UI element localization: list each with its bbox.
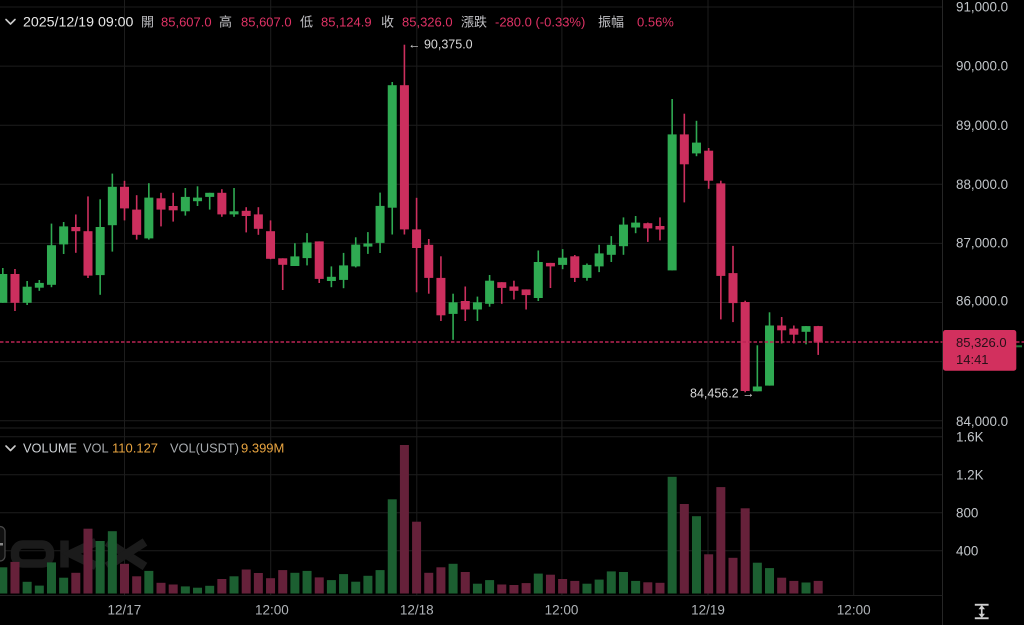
svg-text:84,000.0: 84,000.0 bbox=[956, 414, 1008, 429]
svg-text:低: 低 bbox=[300, 15, 313, 30]
svg-text:12:00: 12:00 bbox=[255, 603, 289, 618]
svg-text:85,124.9: 85,124.9 bbox=[321, 15, 372, 30]
svg-text:振幅: 振幅 bbox=[598, 15, 624, 30]
svg-text:85,607.0: 85,607.0 bbox=[161, 15, 212, 30]
svg-text:漲跌: 漲跌 bbox=[461, 15, 487, 30]
svg-text:88,000.0: 88,000.0 bbox=[956, 177, 1008, 192]
svg-text:1.6K: 1.6K bbox=[956, 430, 984, 445]
svg-text:110.127: 110.127 bbox=[112, 441, 158, 456]
svg-text:800: 800 bbox=[956, 506, 978, 521]
svg-text:VOL: VOL bbox=[83, 441, 109, 456]
svg-text:開: 開 bbox=[141, 15, 154, 30]
svg-text:12/19: 12/19 bbox=[691, 603, 725, 618]
svg-text:87,000.0: 87,000.0 bbox=[956, 236, 1008, 251]
svg-text:收: 收 bbox=[381, 15, 394, 30]
svg-text:14:41: 14:41 bbox=[956, 352, 989, 367]
svg-text:0.56%: 0.56% bbox=[637, 15, 674, 30]
svg-text:← 90,375.0: ← 90,375.0 bbox=[408, 38, 473, 52]
svg-text:91,000.0: 91,000.0 bbox=[956, 0, 1008, 15]
svg-text:85,607.0: 85,607.0 bbox=[241, 15, 292, 30]
svg-text:VOL(USDT): VOL(USDT) bbox=[170, 441, 239, 456]
svg-text:12/18: 12/18 bbox=[400, 603, 434, 618]
svg-text:84,456.2 →: 84,456.2 → bbox=[690, 387, 755, 401]
svg-text:12/17: 12/17 bbox=[108, 603, 142, 618]
svg-text:-280.0 (-0.33%): -280.0 (-0.33%) bbox=[495, 15, 585, 30]
svg-text:1.2K: 1.2K bbox=[956, 468, 984, 483]
svg-text:85,326.0: 85,326.0 bbox=[402, 15, 453, 30]
svg-text:89,000.0: 89,000.0 bbox=[956, 118, 1008, 133]
svg-text:12:00: 12:00 bbox=[545, 603, 579, 618]
svg-text:9.399M: 9.399M bbox=[241, 441, 284, 456]
svg-text:12:00: 12:00 bbox=[837, 603, 871, 618]
svg-text:86,000.0: 86,000.0 bbox=[956, 294, 1008, 309]
svg-text:高: 高 bbox=[219, 15, 232, 30]
svg-text:2025/12/19 09:00: 2025/12/19 09:00 bbox=[23, 15, 134, 31]
svg-text:85,326.0: 85,326.0 bbox=[956, 335, 1007, 350]
svg-text:90,000.0: 90,000.0 bbox=[956, 59, 1008, 74]
svg-text:400: 400 bbox=[956, 544, 978, 559]
svg-text:VOLUME: VOLUME bbox=[23, 441, 77, 456]
